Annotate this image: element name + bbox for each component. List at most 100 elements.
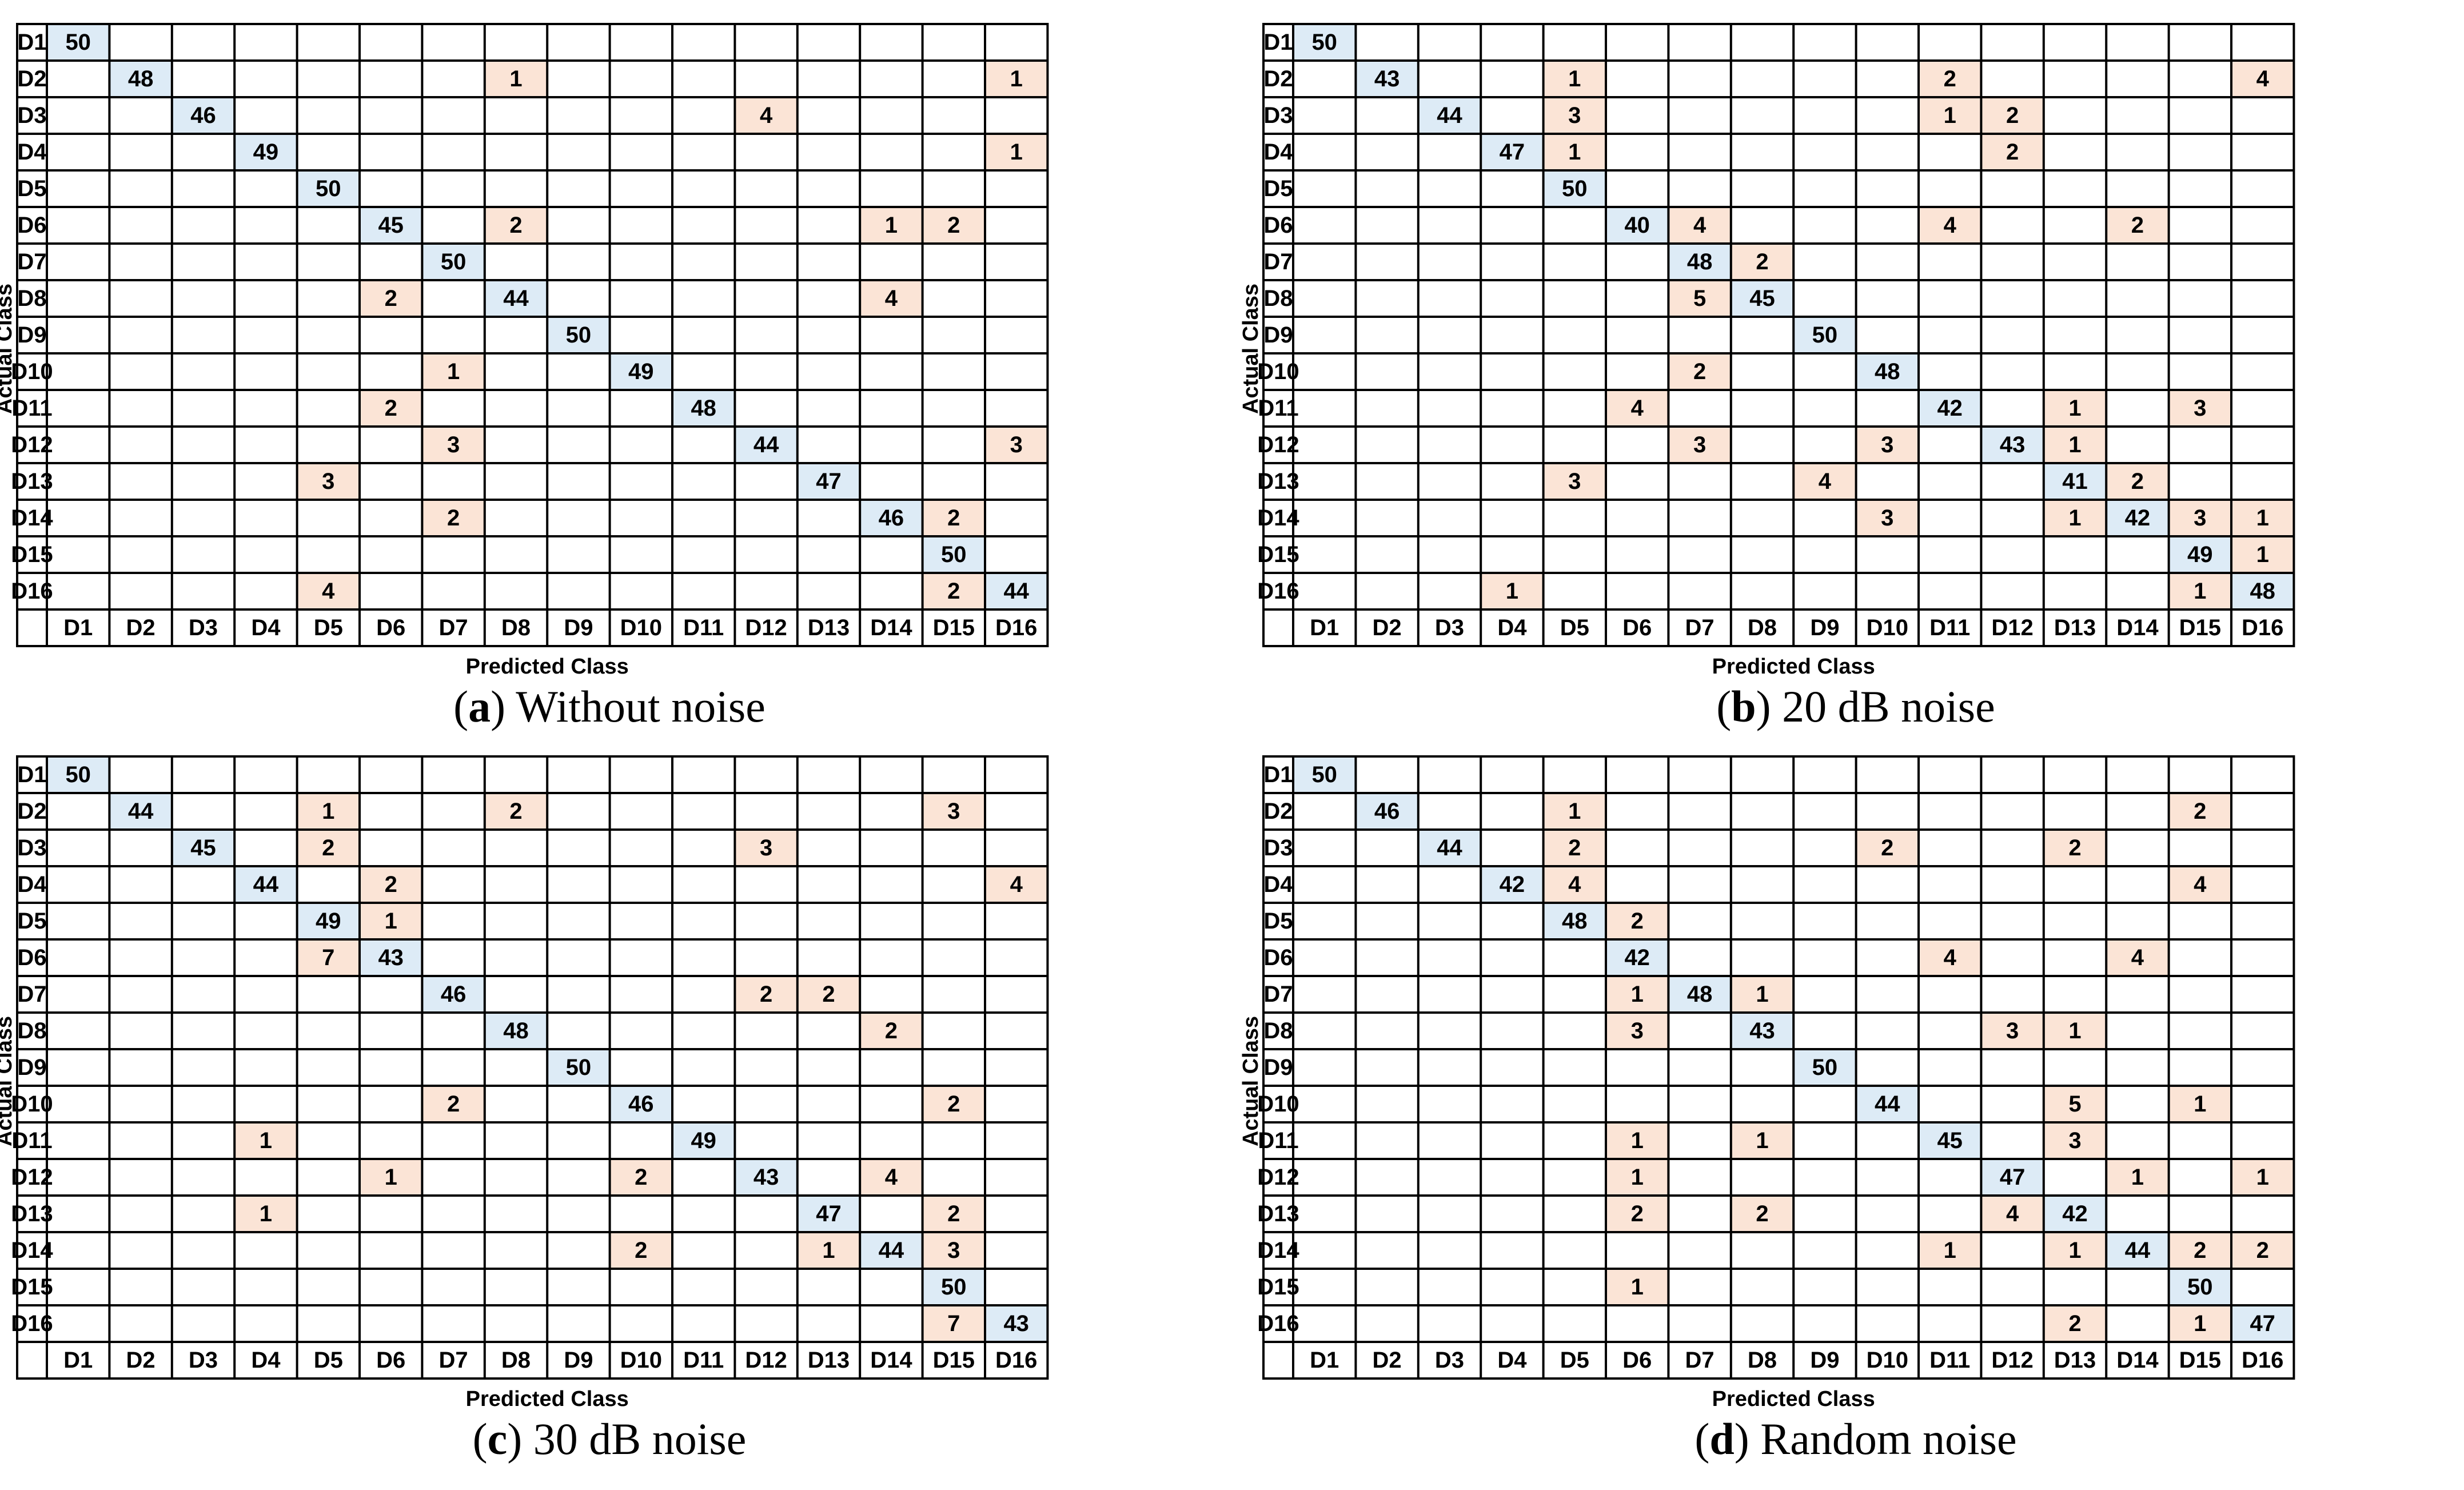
cell-value: 4 (1568, 872, 1581, 897)
matrix-cell-empty (1418, 1122, 1481, 1159)
row-label: D8 (1263, 286, 1293, 311)
matrix-cell-empty (1856, 1159, 1919, 1196)
matrix-cell-empty (422, 1232, 485, 1269)
panel-caption: (a) Without noise (453, 682, 765, 731)
matrix-cell-diagonal (2106, 500, 2169, 536)
matrix-cell-empty (2106, 61, 2169, 97)
matrix-cell-empty (484, 866, 548, 903)
matrix-cell-empty (1856, 280, 1919, 317)
matrix-cell-empty (1793, 207, 1856, 244)
matrix-cell-error (922, 500, 985, 536)
row-label: D9 (17, 1055, 46, 1080)
matrix-cell-empty (422, 866, 485, 903)
matrix-cell-error (1981, 1196, 2044, 1232)
matrix-cell-error (2043, 1013, 2107, 1049)
matrix-cell-empty (985, 939, 1048, 976)
row-label: D11 (1258, 396, 1298, 421)
matrix-cell-empty (860, 1196, 923, 1232)
matrix-cell-empty (2231, 170, 2294, 207)
matrix-cell-empty (1543, 573, 1606, 609)
matrix-cell-empty (547, 170, 610, 207)
cell-value: 1 (1631, 1128, 1644, 1153)
cell-value: 2 (1944, 66, 1956, 91)
cell-value: 2 (947, 1091, 960, 1117)
matrix-cell-empty (609, 903, 672, 939)
row-label: D13 (11, 469, 53, 494)
cell-value: 1 (1631, 1274, 1644, 1300)
matrix-cell-empty (47, 1305, 110, 1342)
matrix-cell-empty (547, 207, 610, 244)
matrix-cell-empty (47, 97, 110, 134)
column-label: D15 (933, 615, 975, 640)
cell-value: 3 (1568, 103, 1581, 128)
matrix-cell-empty (1793, 280, 1856, 317)
matrix-cell-empty (860, 427, 923, 463)
cell-value: 44 (503, 286, 529, 311)
matrix-cell-empty (360, 97, 422, 134)
matrix-cell-empty (797, 170, 860, 207)
matrix-cell-empty (735, 1122, 798, 1159)
matrix-cell-empty (609, 1305, 672, 1342)
matrix-cell-empty (234, 1049, 297, 1086)
matrix-cell-empty (1606, 353, 1669, 390)
row-label: D8 (17, 1018, 46, 1043)
cell-value: 3 (1631, 1018, 1644, 1043)
matrix-cell-empty (609, 866, 672, 903)
matrix-cell-empty (1481, 97, 1544, 134)
cell-value: 49 (2187, 542, 2213, 567)
matrix-cell-empty (1731, 866, 1794, 903)
matrix-cell-empty (1418, 207, 1481, 244)
cell-value: 1 (385, 909, 397, 934)
matrix-cell-empty (2231, 1122, 2294, 1159)
cell-value: 44 (753, 432, 779, 457)
cell-value: 2 (822, 982, 835, 1007)
matrix-cell-empty (2231, 353, 2294, 390)
matrix-cell-empty (2106, 1013, 2169, 1049)
matrix-cell-empty (1481, 390, 1544, 427)
matrix-cell-error (360, 1159, 422, 1196)
matrix-cell-empty (2043, 317, 2107, 353)
matrix-cell-empty (1293, 500, 1356, 536)
matrix-cell-empty (1793, 1196, 1856, 1232)
matrix-cell-error (2168, 866, 2231, 903)
matrix-cell-diagonal (109, 61, 172, 97)
matrix-cell-empty (1355, 207, 1418, 244)
matrix-cell-empty (609, 1049, 672, 1086)
matrix-cell-empty (47, 317, 110, 353)
matrix-cell-empty (2106, 976, 2169, 1013)
cell-value: 3 (2194, 396, 2206, 421)
column-label: D1 (1310, 615, 1339, 640)
row-label: D2 (1263, 66, 1293, 91)
matrix-cell-diagonal (297, 170, 360, 207)
matrix-cell-error (297, 793, 360, 830)
matrix-cell-error (860, 1159, 923, 1196)
cell-value: 1 (1568, 66, 1581, 91)
matrix-grid (16, 23, 1049, 647)
matrix-cell-empty (1543, 317, 1606, 353)
matrix-cell-empty (234, 939, 297, 976)
matrix-cell-error (1543, 793, 1606, 830)
matrix-cell-empty (297, 1269, 360, 1305)
cell-value: 48 (1562, 909, 1588, 934)
matrix-cell-empty (484, 1122, 548, 1159)
matrix-cell-empty (2043, 280, 2107, 317)
matrix-cell-diagonal (985, 573, 1048, 609)
matrix-cell-empty (422, 793, 485, 830)
matrix-cell-error (922, 1086, 985, 1122)
matrix-cell-empty (1981, 244, 2044, 280)
matrix-cell-empty (860, 1269, 923, 1305)
matrix-cell-error (2043, 1305, 2107, 1342)
matrix-cell-error (234, 1196, 297, 1232)
matrix-cell-empty (2168, 97, 2231, 134)
cell-value: 2 (635, 1238, 647, 1263)
matrix-cell-empty (672, 280, 735, 317)
matrix-cell-empty (1668, 97, 1731, 134)
matrix-cell-empty (922, 427, 985, 463)
matrix-cell-empty (1418, 500, 1481, 536)
column-label: D14 (2116, 1348, 2159, 1373)
cell-value: 1 (1631, 1165, 1644, 1190)
matrix-cell-empty (297, 1159, 360, 1196)
cell-value: 4 (1944, 213, 1957, 238)
matrix-cell-empty (985, 1086, 1048, 1122)
row-label: D13 (1257, 1201, 1299, 1226)
